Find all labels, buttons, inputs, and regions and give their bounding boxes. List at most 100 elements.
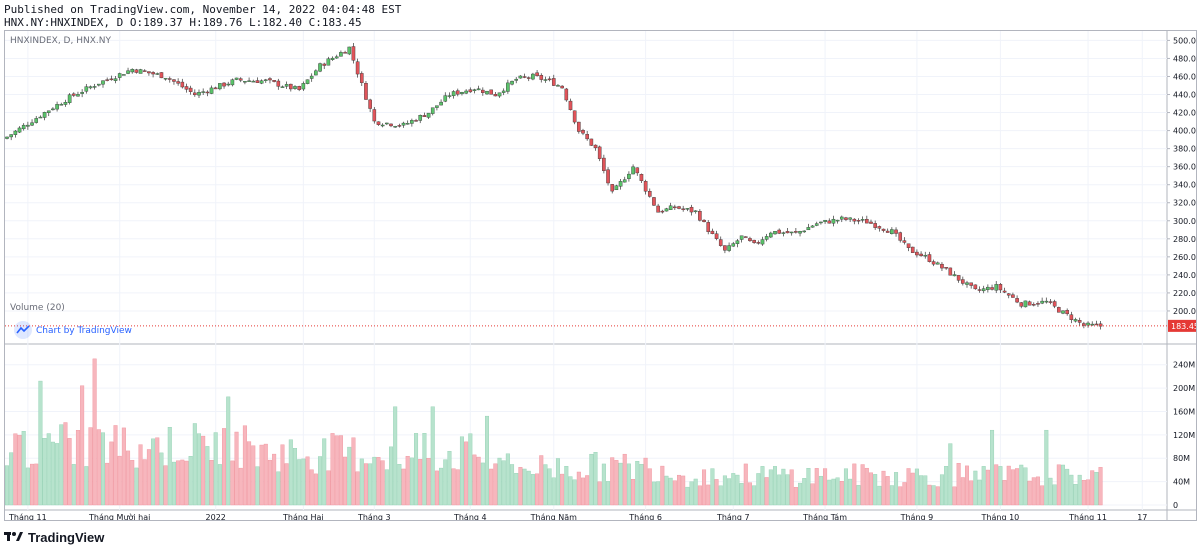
volume-bar (526, 470, 531, 506)
candle-body (414, 120, 418, 122)
volume-bar (756, 473, 761, 506)
candle-body (844, 217, 848, 220)
time-tick-label: Tháng Mười hai (88, 512, 150, 520)
candle-body (610, 184, 615, 192)
candle-body (155, 73, 160, 75)
candle-body (585, 134, 589, 140)
volume-bar (67, 438, 72, 506)
price-tick-label: 340.00 (1173, 181, 1196, 190)
volume-bar (681, 475, 686, 506)
candle-body (965, 282, 969, 285)
candle-body (1086, 322, 1090, 326)
time-tick-label: 2022 (206, 513, 226, 520)
volume-tick-label: 0 (1173, 501, 1178, 510)
candle-body (510, 80, 514, 85)
volume-bar (935, 486, 940, 506)
volume-bar (881, 470, 886, 506)
volume-bar (184, 460, 189, 506)
volume-bar (447, 451, 452, 506)
chart-svg[interactable]: 500.00 480.00 460.00 440.00 420.00 400.00 380.… (4, 31, 1200, 522)
candle-body (906, 243, 911, 248)
volume-bar (706, 484, 711, 506)
volume-bar (710, 468, 715, 506)
candle-body (67, 94, 72, 103)
volume-bar (1052, 484, 1057, 506)
footer-brand[interactable]: TradingView (4, 528, 104, 546)
volume-bar (414, 433, 419, 506)
candle-body (447, 95, 452, 97)
volume-bar (1065, 468, 1070, 506)
candle-body (894, 229, 898, 234)
volume-bar (376, 457, 381, 506)
candle-body (410, 120, 414, 124)
volume-tick-label: 200M (1173, 384, 1195, 393)
candle-body (163, 77, 168, 80)
candle-body (251, 80, 256, 83)
candle-body (660, 210, 665, 213)
volume-bar (593, 452, 598, 506)
watermark[interactable]: Chart by TradingView (14, 321, 132, 339)
time-tick-label: Tháng 10 (981, 513, 1020, 520)
candle-body (259, 80, 264, 84)
candle-body (952, 274, 957, 277)
candle-body (656, 205, 660, 213)
volume-bar (656, 481, 661, 506)
price-tick-label: 200.00 (1173, 307, 1196, 316)
time-tick-label: 17 (1137, 513, 1147, 520)
volume-bar (856, 485, 861, 506)
volume-bar (898, 486, 903, 506)
volume-bar (977, 479, 982, 506)
candle-body (476, 88, 481, 91)
volume-bar (42, 438, 47, 506)
candle-body (9, 134, 13, 138)
candle-body (1061, 310, 1065, 314)
volume-bar (643, 457, 648, 506)
candle-body (113, 78, 118, 81)
volume-bar (359, 458, 364, 506)
volume-bar (1081, 480, 1086, 506)
watermark-text: Chart by TradingView (36, 326, 132, 336)
candle-body (806, 227, 811, 231)
volume-bar (539, 455, 544, 506)
candle-body (764, 236, 769, 240)
candle-body (514, 78, 519, 81)
grid (5, 31, 1196, 520)
candle-body (1057, 307, 1061, 313)
volume-bar (439, 467, 444, 506)
candle-body (956, 275, 961, 281)
candle-body (977, 289, 982, 291)
candle-body (647, 191, 652, 197)
candle-body (247, 80, 251, 82)
volume-bar (167, 427, 172, 506)
volume-bar (59, 424, 64, 506)
candle-body (439, 101, 443, 106)
candle-body (426, 112, 431, 118)
volume-bar (497, 457, 502, 506)
candle-body (873, 223, 877, 228)
volume-bar (910, 472, 915, 506)
volume-bar (635, 461, 640, 506)
volume-bar (188, 456, 193, 506)
volume-bar (914, 468, 919, 506)
volume-bar (142, 459, 147, 506)
candle-body (472, 89, 477, 91)
volume-bar (297, 459, 302, 506)
candle-body (326, 58, 331, 66)
candle-body (568, 100, 573, 111)
volume-bar (468, 433, 473, 506)
volume-bar (347, 446, 352, 506)
volume-bar (985, 469, 990, 506)
volume-bar (405, 455, 410, 506)
candle-body (209, 87, 214, 94)
candle-body (664, 208, 669, 212)
volume-bar (547, 468, 552, 506)
volume-bar (1060, 464, 1065, 506)
volume-bar (839, 481, 844, 506)
candle-body (193, 92, 197, 96)
candle-body (501, 90, 506, 93)
candle-body (919, 253, 923, 257)
volume-bar (639, 463, 644, 506)
candle-body (614, 185, 619, 191)
volume-bar (601, 463, 606, 506)
price-tick-label: 480.00 (1173, 54, 1196, 63)
